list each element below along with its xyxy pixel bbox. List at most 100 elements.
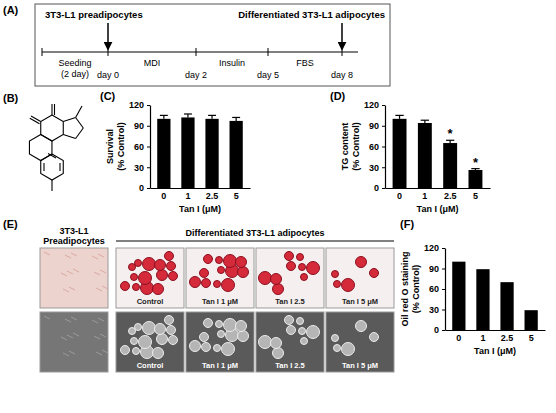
y-tick: 0 [374, 183, 385, 193]
micrograph-background [40, 248, 108, 308]
timeline-stage-line: Insulin [219, 58, 245, 68]
image-panel: (E)3T3-L1PreadipocytesDifferentiated 3T3… [3, 218, 394, 372]
cell-texture [96, 288, 102, 291]
bond [30, 118, 40, 124]
y-tick-label: 0 [139, 183, 144, 193]
lipid-droplet [216, 257, 223, 264]
error-cap [160, 115, 168, 116]
lipid-droplet [139, 272, 152, 285]
lipid-droplet [218, 267, 225, 274]
panel-letter: (B) [3, 92, 19, 104]
lipid-droplet [214, 345, 221, 352]
x-tick-label: 2.5 [501, 333, 514, 343]
timeline-stage-line: Seeding [58, 58, 91, 68]
y-tick-label: 120 [364, 100, 379, 110]
lipid-droplet [121, 282, 130, 291]
x-tick: 2.5 [206, 191, 219, 201]
lipid-droplet [218, 331, 225, 338]
y-tick-label: 0 [434, 325, 439, 335]
lipid-droplet [133, 284, 140, 291]
error-cap [232, 117, 240, 118]
bond [76, 118, 84, 129]
lipid-droplet [200, 269, 209, 278]
y-axis-title-group: Survival(% Control) [105, 122, 126, 171]
y-axis-title: TG content(% Control) [340, 122, 361, 171]
lipid-droplet [236, 321, 247, 332]
x-tick: 1 [480, 333, 485, 343]
condition-label: Control [137, 297, 164, 306]
lipid-droplet [129, 328, 136, 335]
differentiated-header: Differentiated 3T3-L1 adipocytes [185, 228, 324, 238]
x-axis-line [151, 188, 251, 189]
y-tick: 120 [129, 100, 150, 110]
timeline-stage: Insulin [219, 58, 245, 68]
bar-chart-panel: (C)0306090120012.55Tan I (μM)Survival(% … [100, 90, 251, 214]
micrograph: Tan I 2.5 [256, 312, 324, 372]
cell-texture [61, 273, 67, 276]
lipid-droplet [155, 260, 166, 271]
cell-texture [67, 271, 73, 274]
cell-texture [94, 336, 100, 339]
y-tick-mark [382, 105, 385, 106]
bar [181, 117, 194, 188]
lipid-droplet [190, 341, 201, 352]
x-axis-line [386, 188, 491, 189]
y-tick-mark [147, 126, 150, 127]
x-axis-title: Tan I (μM) [474, 346, 516, 356]
lipid-droplet [131, 338, 138, 345]
cell-texture [44, 252, 50, 255]
lipid-droplet [190, 277, 201, 288]
micrograph-background [186, 248, 254, 308]
cell-texture [65, 255, 71, 258]
x-tick: 2.5 [444, 191, 457, 201]
timeline-panel: (A)3T3-L1 preadipocytesDifferentiated 3T… [3, 4, 390, 86]
bar [468, 170, 482, 188]
y-tick-mark [442, 289, 445, 290]
lipid-droplet [157, 334, 168, 345]
lipid-droplet [287, 262, 296, 271]
x-tick-label: 1 [480, 333, 485, 343]
lipid-droplet [153, 348, 164, 359]
timeline-stage: Seeding(2 day) [58, 58, 91, 79]
panel-letter: (A) [3, 4, 19, 16]
lipid-droplet [129, 264, 136, 271]
y-tick: 30 [429, 305, 445, 315]
y-tick-label: 120 [424, 243, 439, 253]
lipid-droplet [224, 319, 237, 332]
bond [59, 163, 60, 171]
lipid-droplet [169, 272, 178, 281]
panel-letter: (C) [100, 90, 116, 102]
micrograph-background [116, 248, 184, 308]
lipid-droplet [202, 279, 211, 288]
bond [51, 104, 52, 115]
x-tick: 5 [529, 333, 534, 343]
bar [418, 123, 432, 188]
y-axis-title-line: (% Control) [411, 265, 421, 314]
lipid-droplet [236, 257, 247, 268]
y-tick-label: 120 [129, 100, 144, 110]
timeline-tick [196, 48, 197, 56]
lipid-droplet [301, 274, 308, 281]
x-tick-label: 0 [456, 333, 461, 343]
significance-mark: * [473, 155, 479, 170]
y-tick-label: 60 [134, 142, 144, 152]
timeline-stage-line: MDI [144, 58, 161, 68]
timeline-end-label: Differentiated 3T3-L1 adipocytes [238, 9, 385, 20]
lipid-droplet [299, 328, 306, 335]
y-tick-label: 60 [429, 284, 439, 294]
y-tick-mark [382, 126, 385, 127]
lipid-droplet [271, 338, 282, 349]
micrograph-background [256, 248, 324, 308]
micrograph [40, 312, 108, 372]
bond [54, 104, 55, 115]
lipid-droplet [285, 316, 294, 325]
lipid-droplet [307, 262, 320, 275]
y-tick-mark [382, 167, 385, 168]
lipid-droplet [356, 321, 367, 332]
lipid-droplet [287, 326, 296, 335]
bond-ring [41, 154, 64, 180]
cell-texture [73, 333, 79, 336]
preadipocyte-header-line: Preadipocytes [43, 236, 105, 246]
y-tick-mark [442, 310, 445, 311]
lipid-droplet [139, 336, 152, 349]
